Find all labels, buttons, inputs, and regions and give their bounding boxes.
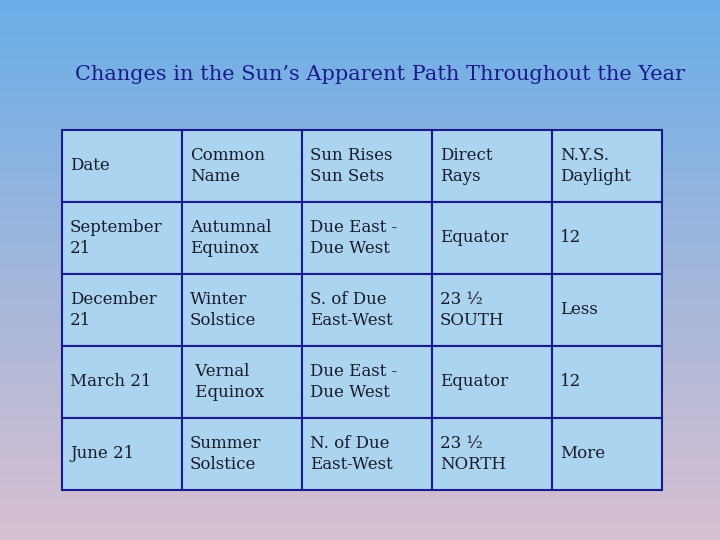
Text: Equator: Equator xyxy=(440,374,508,390)
Text: September
21: September 21 xyxy=(70,219,163,257)
Bar xyxy=(432,130,552,202)
Bar xyxy=(182,418,302,490)
Text: Changes in the Sun’s Apparent Path Throughout the Year: Changes in the Sun’s Apparent Path Throu… xyxy=(75,65,685,84)
Text: Equator: Equator xyxy=(440,230,508,246)
Bar xyxy=(302,346,432,418)
Bar xyxy=(552,274,662,346)
Text: Due East -
Due West: Due East - Due West xyxy=(310,363,397,401)
Text: Vernal
 Equinox: Vernal Equinox xyxy=(190,363,264,401)
Bar xyxy=(432,346,552,418)
Bar xyxy=(552,418,662,490)
Text: 23 ½
SOUTH: 23 ½ SOUTH xyxy=(440,291,505,329)
Bar xyxy=(302,418,432,490)
Text: 23 ½
NORTH: 23 ½ NORTH xyxy=(440,435,506,473)
Bar xyxy=(552,346,662,418)
Bar xyxy=(62,274,182,346)
Text: Direct
Rays: Direct Rays xyxy=(440,147,492,185)
Text: Common
Name: Common Name xyxy=(190,147,265,185)
Bar xyxy=(62,202,182,274)
Text: More: More xyxy=(560,446,605,462)
Bar xyxy=(182,130,302,202)
Bar xyxy=(552,202,662,274)
Text: Less: Less xyxy=(560,301,598,319)
Bar xyxy=(552,130,662,202)
Text: March 21: March 21 xyxy=(70,374,151,390)
Text: 12: 12 xyxy=(560,374,581,390)
Bar xyxy=(302,130,432,202)
Bar xyxy=(432,202,552,274)
Text: Summer
Solstice: Summer Solstice xyxy=(190,435,261,473)
Bar xyxy=(62,418,182,490)
Text: N.Y.S.
Daylight: N.Y.S. Daylight xyxy=(560,147,631,185)
Bar xyxy=(182,274,302,346)
Bar xyxy=(302,202,432,274)
Bar xyxy=(62,130,182,202)
Text: Due East -
Due West: Due East - Due West xyxy=(310,219,397,257)
Text: December
21: December 21 xyxy=(70,291,157,329)
Bar xyxy=(302,274,432,346)
Bar xyxy=(432,274,552,346)
Text: Date: Date xyxy=(70,158,109,174)
Text: N. of Due
East-West: N. of Due East-West xyxy=(310,435,392,473)
Bar xyxy=(432,418,552,490)
Text: S. of Due
East-West: S. of Due East-West xyxy=(310,291,392,329)
Text: June 21: June 21 xyxy=(70,446,134,462)
Text: Winter
Solstice: Winter Solstice xyxy=(190,291,256,329)
Bar xyxy=(182,346,302,418)
Text: Sun Rises
Sun Sets: Sun Rises Sun Sets xyxy=(310,147,392,185)
Bar xyxy=(182,202,302,274)
Text: 12: 12 xyxy=(560,230,581,246)
Bar xyxy=(62,346,182,418)
Text: Autumnal
Equinox: Autumnal Equinox xyxy=(190,219,271,257)
